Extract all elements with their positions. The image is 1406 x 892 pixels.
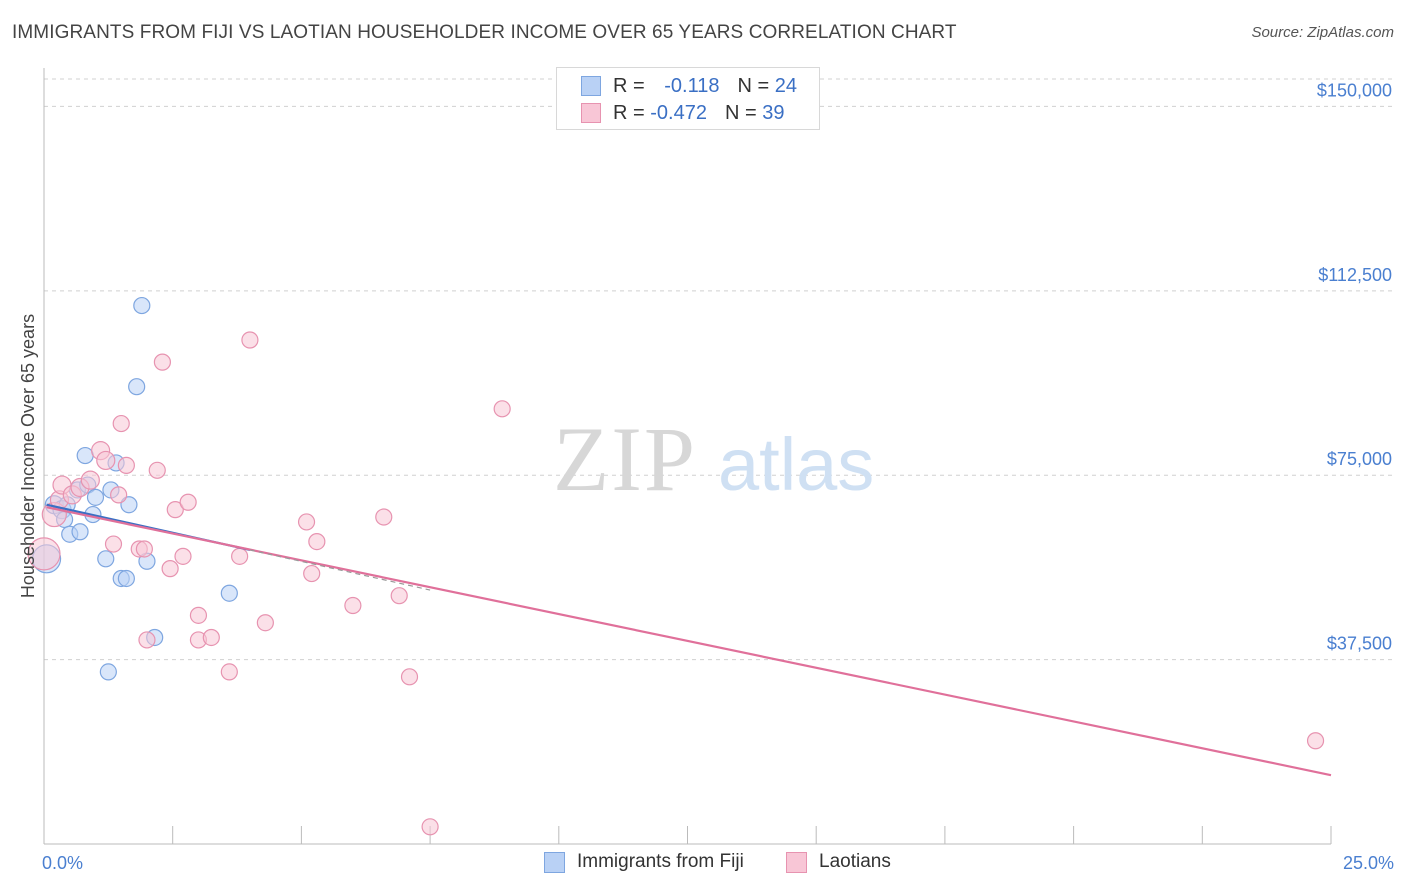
legend-n-label: N = <box>724 101 757 124</box>
y-tick-label: $112,500 <box>1318 265 1392 285</box>
data-point-fiji <box>220 584 238 602</box>
data-point-laos <box>220 663 238 681</box>
data-point-laos <box>174 547 192 565</box>
data-point-fiji <box>76 446 94 465</box>
data-point-laos <box>80 470 100 490</box>
data-point-laos <box>241 331 259 349</box>
x-tick-label-min: 0.0% <box>42 853 83 873</box>
data-point-fiji <box>99 663 117 681</box>
data-point-fiji <box>133 296 151 315</box>
data-point-laos <box>138 631 156 649</box>
legend-item-laos[interactable]: Laotians <box>786 851 891 873</box>
legend-n-label: N = <box>737 74 770 97</box>
data-point-laos <box>112 414 130 433</box>
series-legend: Immigrants from Fiji Laotians <box>0 851 1406 879</box>
trend-line-fiji-extension <box>249 549 431 591</box>
data-point-laos <box>117 456 135 474</box>
data-point-laos <box>202 628 220 647</box>
data-point-laos <box>104 535 123 553</box>
data-point-laos <box>400 668 419 686</box>
y-tick-label: $150,000 <box>1317 80 1392 100</box>
legend-swatch-fiji <box>544 851 565 873</box>
data-point-laos <box>110 486 128 504</box>
y-axis-label: Householder Income Over 65 years <box>18 314 38 598</box>
data-point-laos <box>153 353 172 371</box>
legend-n-value: 39 <box>762 101 785 124</box>
data-point-fiji <box>86 488 105 506</box>
data-point-laos <box>421 818 439 836</box>
trend-lines <box>46 503 1332 777</box>
data-point-laos <box>135 540 153 558</box>
data-point-laos <box>161 560 179 578</box>
data-point-laos <box>297 513 316 531</box>
data-point-laos <box>1306 732 1325 750</box>
legend-r-label: R = <box>613 74 645 97</box>
legend-row-fiji: R = -0.118 N = 24 <box>581 73 797 99</box>
data-point-laos <box>344 596 362 615</box>
data-point-laos <box>96 450 116 471</box>
legend-swatch-fiji <box>581 76 601 96</box>
data-point-laos <box>390 587 408 605</box>
legend-label-laos: Laotians <box>819 851 891 872</box>
source-label: Source: ZipAtlas.com <box>1251 24 1394 41</box>
data-point-laos <box>303 564 321 583</box>
legend-r-value: -0.118 <box>664 74 720 97</box>
data-point-fiji <box>128 378 146 396</box>
data-point-laos <box>375 508 393 526</box>
legend-r-value: -0.472 <box>650 101 707 124</box>
y-tick-label: $75,000 <box>1327 449 1392 469</box>
grid <box>44 78 1394 661</box>
chart-title: IMMIGRANTS FROM FIJI VS LAOTIAN HOUSEHOL… <box>12 22 957 43</box>
data-point-laos <box>308 532 326 551</box>
data-point-fiji <box>71 523 89 541</box>
data-point-laos <box>256 614 274 632</box>
data-point-fiji <box>97 550 115 568</box>
watermark-atlas: atlas <box>718 423 874 506</box>
legend-n-value: 24 <box>774 74 797 97</box>
data-point-fiji <box>117 569 135 588</box>
data-point-laos <box>231 547 249 565</box>
y-tick-label: $37,500 <box>1327 634 1392 654</box>
data-point-laos <box>189 606 208 624</box>
trend-line-laos <box>46 506 1332 777</box>
data-point-laos <box>27 537 61 571</box>
data-points <box>27 296 1325 836</box>
axes <box>43 68 1332 845</box>
data-point-laos <box>148 461 166 479</box>
legend-r-label: R = <box>613 101 645 124</box>
watermark-zip: ZIP <box>553 408 697 510</box>
tick-labels: $37,500 $75,000 $112,500 $150,000 0.0% 25.0% <box>42 80 1394 873</box>
legend-item-fiji[interactable]: Immigrants from Fiji <box>544 851 744 873</box>
correlation-legend: R = -0.118 N = 24 R = -0.472 N = 39 <box>556 67 820 130</box>
watermark: ZIP atlas <box>553 408 874 510</box>
legend-swatch-laos <box>581 103 601 123</box>
legend-row-laos: R = -0.472 N = 39 <box>581 100 784 126</box>
legend-label-fiji: Immigrants from Fiji <box>577 851 744 872</box>
legend-swatch-laos <box>786 851 807 873</box>
data-point-laos <box>179 493 197 511</box>
data-point-laos <box>166 501 184 519</box>
x-tick-label-max: 25.0% <box>1343 853 1394 873</box>
data-point-laos <box>493 400 511 418</box>
